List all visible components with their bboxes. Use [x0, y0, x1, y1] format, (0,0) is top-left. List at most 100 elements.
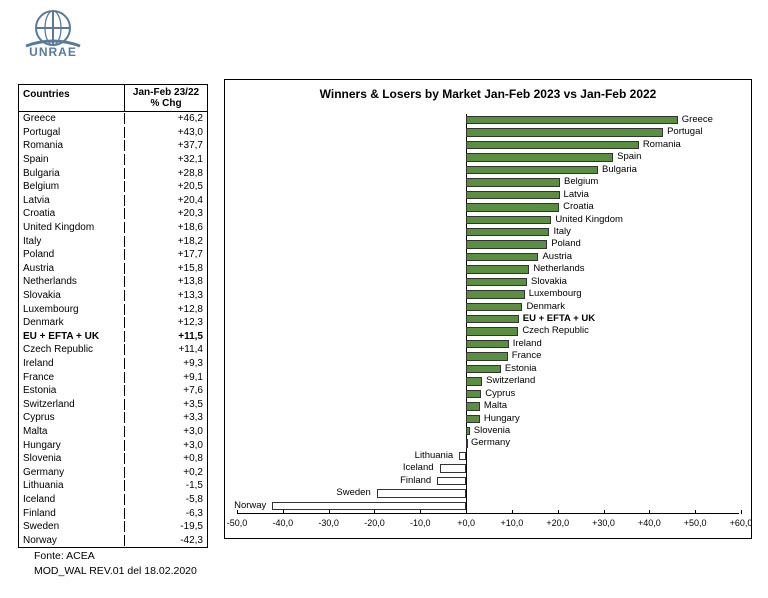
chart-title: Winners & Losers by Market Jan-Feb 2023 …: [225, 80, 751, 106]
bar-row: Ireland: [237, 338, 739, 350]
bar: [466, 141, 639, 149]
bar: [466, 377, 482, 385]
table-row: Iceland-5,8: [19, 493, 207, 507]
bar: [466, 240, 547, 248]
x-tickmark: [237, 510, 238, 514]
svg-text:UNRAE: UNRAE: [29, 45, 77, 58]
x-tickmark: [466, 510, 467, 514]
bar: [466, 228, 549, 236]
bar-label: Denmark: [526, 301, 565, 313]
bar-row: Poland: [237, 238, 739, 250]
td-value: -6,3: [125, 508, 207, 519]
x-tickmark: [558, 510, 559, 514]
bar-row: United Kingdom: [237, 214, 739, 226]
table-row: Germany+0,2: [19, 465, 207, 479]
bar: [466, 427, 470, 435]
bar: [466, 116, 678, 124]
td-value: +28,8: [125, 168, 207, 179]
bar-row: Croatia: [237, 201, 739, 213]
td-country: Greece: [19, 113, 125, 124]
td-country: Latvia: [19, 195, 125, 206]
td-value: +3,0: [125, 426, 207, 437]
table-row: Portugal+43,0: [19, 126, 207, 140]
table-row: Spain+32,1: [19, 153, 207, 167]
td-country: Norway: [19, 535, 125, 546]
x-tick-label: +20,0: [546, 518, 569, 528]
bar-label: Sweden: [336, 487, 370, 499]
bar: [466, 253, 538, 261]
bar-row: Austria: [237, 251, 739, 263]
bar-row: Netherlands: [237, 263, 739, 275]
table-row: United Kingdom+18,6: [19, 221, 207, 235]
td-country: EU + EFTA + UK: [19, 331, 125, 342]
bar-row: Iceland: [237, 462, 739, 474]
bar-row: Switzerland: [237, 375, 739, 387]
bar: [466, 340, 509, 348]
td-value: +15,8: [125, 263, 207, 274]
table-row: Belgium+20,5: [19, 180, 207, 194]
table-row: Greece+46,2: [19, 112, 207, 126]
x-tickmark: [512, 510, 513, 514]
bar-label: Slovakia: [531, 276, 567, 288]
bar: [466, 439, 468, 447]
td-country: Iceland: [19, 494, 125, 505]
bar: [377, 489, 466, 497]
td-value: +32,1: [125, 154, 207, 165]
bar: [466, 390, 481, 398]
bar-row: Latvia: [237, 189, 739, 201]
x-tickmark: [283, 510, 284, 514]
bar-label: Belgium: [564, 176, 598, 188]
table-row: Denmark+12,3: [19, 316, 207, 330]
td-country: Sweden: [19, 521, 125, 532]
bar-row: Sweden: [237, 487, 739, 499]
td-country: Slovakia: [19, 290, 125, 301]
x-tick-label: +30,0: [592, 518, 615, 528]
td-country: Spain: [19, 154, 125, 165]
bar-label: Switzerland: [486, 375, 535, 387]
bar-label: Luxembourg: [529, 288, 582, 300]
plot-area: GreecePortugalRomaniaSpainBulgariaBelgiu…: [237, 114, 739, 510]
bar-row: Denmark: [237, 301, 739, 313]
bar-label: Hungary: [484, 413, 520, 425]
td-value: +18,2: [125, 236, 207, 247]
bar: [466, 327, 518, 335]
bar-row: France: [237, 350, 739, 362]
bar-label: Iceland: [403, 462, 434, 474]
td-value: +12,3: [125, 317, 207, 328]
td-country: Bulgaria: [19, 168, 125, 179]
table-row: Estonia+7,6: [19, 384, 207, 398]
table-row: Sweden-19,5: [19, 520, 207, 534]
table-row: Slovenia+0,8: [19, 452, 207, 466]
table-header: Countries Jan-Feb 23/22 % Chg: [19, 85, 207, 112]
bar: [272, 502, 466, 510]
td-value: +3,5: [125, 399, 207, 410]
x-tick-label: -20,0: [364, 518, 385, 528]
footer-mod: MOD_WAL REV.01 del 18.02.2020: [34, 564, 197, 580]
x-tick-label: +50,0: [684, 518, 707, 528]
bar-label: Slovenia: [474, 425, 510, 437]
bar-label: Bulgaria: [602, 164, 637, 176]
footer-source: Fonte: ACEA: [34, 549, 197, 565]
table-row: Ireland+9,3: [19, 357, 207, 371]
x-tickmark: [695, 510, 696, 514]
bar-label: Poland: [551, 238, 581, 250]
td-country: Switzerland: [19, 399, 125, 410]
td-value: +20,4: [125, 195, 207, 206]
td-country: Estonia: [19, 385, 125, 396]
bar-row: Lithuania: [237, 450, 739, 462]
table-row: Luxembourg+12,8: [19, 302, 207, 316]
td-value: +13,3: [125, 290, 207, 301]
th-countries: Countries: [19, 85, 125, 111]
x-tick-label: -50,0: [227, 518, 248, 528]
bar-label: Lithuania: [415, 450, 454, 462]
table-row: Czech Republic+11,4: [19, 343, 207, 357]
bar-row: Malta: [237, 400, 739, 412]
td-value: +9,3: [125, 358, 207, 369]
td-country: Croatia: [19, 208, 125, 219]
bar-label: Latvia: [564, 189, 589, 201]
bar: [466, 315, 519, 323]
bar-row: Italy: [237, 226, 739, 238]
table-row: Hungary+3,0: [19, 438, 207, 452]
td-value: +11,4: [125, 344, 207, 355]
td-value: +7,6: [125, 385, 207, 396]
